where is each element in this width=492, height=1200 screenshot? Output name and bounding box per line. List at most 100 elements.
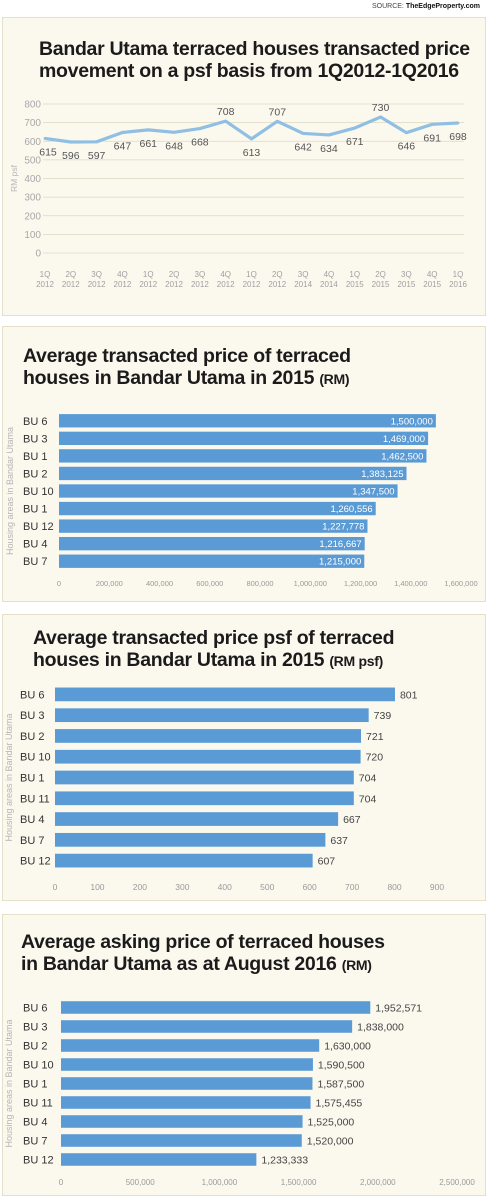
y-tick-label: 100 [24,230,41,241]
bar [59,519,368,533]
data-label: 668 [191,137,209,149]
data-point [275,119,279,123]
source-name: TheEdgeProperty.com [405,3,480,10]
x-tick-label: 700 [345,882,359,892]
x-tick-label: 1Q [40,270,51,279]
data-label: 1,260,556 [330,504,372,515]
data-point [224,119,228,123]
data-point [301,132,305,135]
data-label: 596 [62,150,80,162]
bar [55,791,354,806]
category-label: BU 2 [23,1041,47,1053]
chart-title: Average transacted price of terraced hou… [23,345,351,390]
y-tick-label: 200 [24,211,41,222]
x-tick-label: 1,000,000 [202,1178,238,1187]
data-label: 615 [39,146,57,158]
x-tick-label: 500 [260,882,274,892]
chart-title-line-1: Average asking price of terraced houses [21,931,385,953]
data-label: 1,462,500 [381,451,423,462]
data-label: 671 [346,136,364,148]
y-tick-label: 800 [24,100,41,111]
data-label: 730 [372,102,390,114]
x-tick-label: 300 [175,882,189,892]
x-tick-label: 2,500,000 [439,1178,475,1187]
x-tick-label: 2012 [243,280,261,289]
x-tick-label: 4Q [117,270,128,279]
x-tick-label: 2012 [139,280,157,289]
data-label: 707 [269,106,287,118]
chart-title-line-1: Average transacted price psf of terraced [33,627,395,649]
x-tick-label: 0 [57,579,61,588]
x-tick-label: 4Q [324,270,335,279]
x-tick-label: 1,600,000 [444,579,477,588]
category-label: BU 2 [20,731,44,743]
category-label: BU 7 [20,835,44,847]
data-label: 613 [243,147,261,159]
data-label: 607 [318,856,336,868]
x-tick-label: 1,400,000 [394,579,427,588]
data-label: 597 [88,150,106,162]
data-point [198,127,202,130]
data-point [95,140,99,144]
x-tick-label: 3Q [298,270,309,279]
y-axis-label: Housing areas in Bandar Utama [5,427,15,555]
data-point [404,131,408,135]
bar [55,770,354,785]
data-point [327,133,331,137]
category-label: BU 4 [23,539,47,551]
category-label: BU 12 [23,1155,54,1167]
x-tick-label: 2015 [346,280,364,289]
bar [59,466,407,481]
data-label: 1,500,000 [391,416,433,427]
x-tick-label: 2Q [272,270,283,279]
bar [55,853,313,868]
data-label: 646 [398,141,416,153]
category-label: BU 1 [23,451,47,463]
x-tick-label: 2014 [294,280,312,289]
category-label: BU 2 [23,468,47,480]
category-label: BU 1 [20,773,44,785]
x-tick-label: 200,000 [96,579,123,588]
data-label: 1,233,333 [261,1155,308,1167]
bar [55,812,339,826]
bar [59,484,398,498]
data-label: 691 [423,132,441,144]
data-label: 637 [330,835,348,847]
data-label: 704 [359,773,377,785]
category-label: BU 4 [23,1117,47,1129]
y-axis-label: RM psf [9,164,19,192]
data-label: 634 [320,143,338,155]
x-tick-label: 100 [90,882,104,892]
data-label: 1,587,500 [317,1079,364,1091]
bar [59,554,365,568]
x-tick-label: 2015 [423,280,441,289]
x-tick-label: 3Q [401,270,412,279]
data-label: 1,590,500 [318,1060,365,1072]
x-tick-label: 2012 [165,280,183,289]
bar-chart: 0 100 200 300 400 500 600 700 800 900 Housing area… [4,687,444,892]
category-label: BU 11 [23,1098,53,1110]
data-label: 1,952,571 [375,1003,422,1015]
y-tick-label: 700 [24,118,41,129]
data-point [250,137,253,141]
bar [61,1058,313,1071]
category-label: BU 7 [23,1136,47,1148]
data-label: 1,630,000 [324,1041,371,1053]
x-tick-label: 2012 [114,280,132,289]
category-label: BU 6 [20,689,44,701]
y-tick-label: 300 [24,193,41,204]
data-label: 1,520,000 [307,1136,354,1148]
data-label: 1,227,778 [322,522,364,533]
data-label: 1,383,125 [361,469,403,480]
chart-title-line-1: Bandar Utama terraced houses transacted … [39,38,470,60]
x-tick-label: 0 [59,1178,64,1187]
category-label: BU 10 [23,486,54,498]
data-label: 667 [343,814,361,826]
y-axis-label: Housing areas in Bandar Utama [4,1019,14,1147]
source-credit: SOURCE: TheEdgeProperty.com [372,3,480,10]
category-label: BU 11 [20,793,50,805]
x-tick-label: 200 [133,882,147,892]
chart-title: Bandar Utama terraced houses transacted … [39,38,470,83]
data-label: 721 [366,731,384,743]
bar [59,414,436,428]
